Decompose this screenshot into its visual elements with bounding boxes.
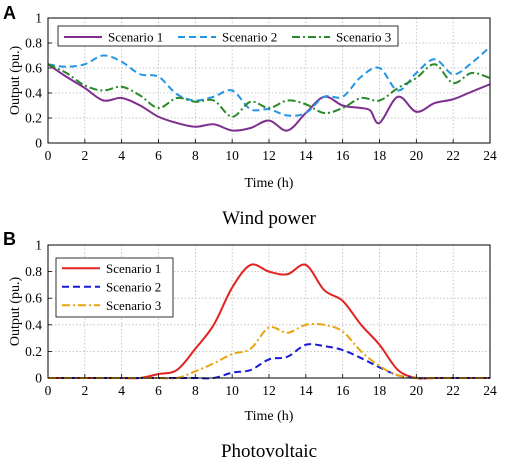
- panel-b-caption: Photovoltaic: [221, 441, 317, 462]
- panel-a-letter: A: [3, 3, 16, 23]
- panel-b-y-axis-label: Output (pu.): [8, 277, 23, 347]
- series-line: [47, 63, 491, 118]
- x-tick-label: 2: [81, 383, 88, 398]
- x-tick-label: 4: [118, 383, 125, 398]
- x-tick-label: 8: [192, 383, 199, 398]
- y-tick-label: 0.2: [25, 344, 42, 359]
- x-tick-label: 18: [373, 383, 387, 398]
- y-tick-label: 0: [35, 371, 42, 386]
- x-tick-label: 20: [410, 383, 424, 398]
- x-tick-label: 10: [225, 148, 239, 163]
- y-tick-label: 0.2: [25, 111, 42, 126]
- legend-label: Scenario 3: [336, 30, 391, 45]
- x-tick-label: 0: [45, 383, 52, 398]
- x-tick-label: 14: [299, 383, 313, 398]
- series-line: [47, 46, 491, 117]
- x-tick-label: 8: [192, 148, 199, 163]
- panel-a-legend: Scenario 1 Scenario 2 Scenario 3: [57, 25, 399, 47]
- panel-a-series: [47, 46, 491, 132]
- x-tick-label: 12: [262, 383, 276, 398]
- x-tick-label: 20: [410, 148, 424, 163]
- x-tick-label: 16: [336, 148, 350, 163]
- legend-label: Scenario 2: [222, 30, 277, 45]
- legend-label: Scenario 3: [106, 298, 161, 313]
- series-line: [47, 343, 490, 380]
- legend-label: Scenario 1: [106, 261, 161, 276]
- panel-b-legend: Scenario 1 Scenario 2 Scenario 3: [55, 257, 174, 318]
- x-tick-label: 14: [299, 148, 313, 163]
- x-tick-label: 22: [446, 383, 460, 398]
- x-tick-label: 10: [225, 383, 239, 398]
- panel-a-x-axis-label: Time (h): [245, 176, 294, 191]
- x-tick-label: 24: [483, 383, 497, 398]
- y-tick-label: 0.6: [25, 291, 42, 306]
- x-tick-label: 4: [118, 148, 125, 163]
- panel-b-letter: B: [3, 229, 16, 249]
- x-tick-label: 22: [446, 148, 460, 163]
- x-tick-label: 24: [483, 148, 497, 163]
- x-tick-label: 16: [336, 383, 350, 398]
- x-tick-label: 6: [155, 383, 162, 398]
- y-tick-label: 1: [35, 238, 42, 253]
- x-tick-label: 0: [45, 148, 52, 163]
- legend-label: Scenario 2: [106, 279, 161, 294]
- panel-a-caption: Wind power: [222, 208, 316, 229]
- legend-label: Scenario 1: [108, 30, 163, 45]
- y-tick-label: 0.4: [25, 317, 42, 332]
- y-tick-label: 0.8: [25, 264, 42, 279]
- x-tick-label: 6: [155, 148, 162, 163]
- x-tick-label: 2: [81, 148, 88, 163]
- y-tick-label: 1: [35, 11, 42, 26]
- y-tick-label: 0: [35, 136, 42, 151]
- y-tick-label: 0.6: [25, 61, 42, 76]
- y-tick-label: 0.4: [25, 86, 42, 101]
- panel-b-x-axis-label: Time (h): [245, 409, 294, 424]
- series-line: [47, 63, 491, 132]
- legend-box: [57, 25, 399, 47]
- x-tick-label: 12: [262, 148, 276, 163]
- panel-a-y-axis-label: Output (pu.): [8, 46, 23, 116]
- y-tick-label: 0.8: [25, 36, 42, 51]
- x-tick-label: 18: [373, 148, 387, 163]
